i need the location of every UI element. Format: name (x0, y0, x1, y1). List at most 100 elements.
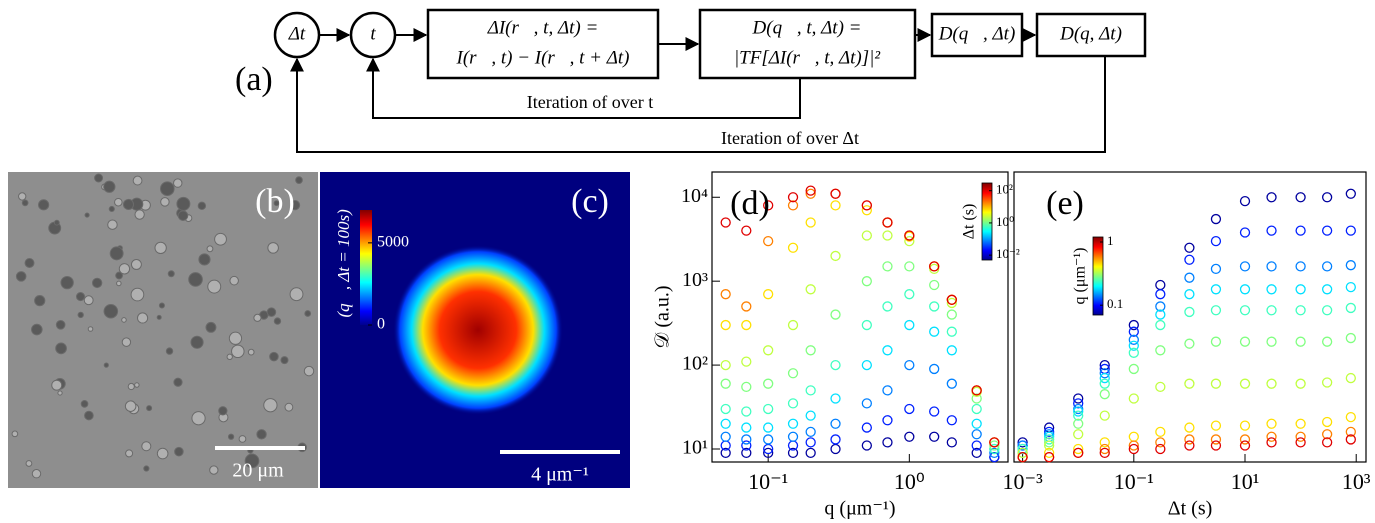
x-tick-label: 10⁻¹ (1114, 469, 1154, 494)
data-point (1184, 272, 1195, 283)
data-point (763, 434, 774, 445)
data-point (904, 230, 915, 241)
particle (121, 317, 127, 323)
data-point (741, 356, 752, 367)
data-point (946, 437, 957, 448)
data-point (1073, 443, 1084, 455)
particle (127, 382, 135, 391)
particle (160, 197, 170, 207)
particle (273, 317, 282, 325)
data-point (1239, 434, 1251, 445)
data-point (971, 447, 982, 458)
particle (273, 200, 280, 207)
y-tick-label: 10² (682, 353, 708, 375)
data-point (1128, 363, 1139, 375)
data-point (1155, 381, 1166, 393)
data-point (946, 294, 957, 305)
data-point (1295, 284, 1306, 295)
data-point (929, 301, 940, 312)
data-point (882, 301, 893, 312)
particle (77, 311, 84, 319)
particle (165, 347, 174, 355)
data-point (1345, 411, 1356, 423)
data-point (830, 200, 841, 211)
data-point (1184, 242, 1195, 253)
particle (31, 323, 43, 336)
scale-label: 20 μm (232, 460, 284, 482)
data-point (904, 359, 915, 371)
particle (18, 192, 27, 201)
data-point (787, 418, 799, 429)
data-point (1155, 319, 1166, 331)
node (426, 8, 660, 80)
x-tick-label: 10⁻³ (1003, 469, 1044, 494)
data-point (1128, 326, 1139, 337)
colorbar-tick-label: 0 (377, 316, 385, 333)
data-point (1321, 429, 1333, 440)
particle (231, 344, 245, 359)
colorbar-label: Δt (s) (961, 204, 978, 240)
panel-label: (c) (571, 183, 609, 220)
data-point (1073, 410, 1084, 421)
data-point (1099, 359, 1110, 371)
data-point (805, 284, 816, 295)
data-point (1099, 410, 1110, 421)
data-point (1295, 305, 1306, 316)
particle (229, 275, 239, 286)
data-point (1043, 440, 1055, 451)
particle (160, 181, 175, 196)
data-point (1155, 279, 1166, 291)
data-point (741, 319, 752, 331)
data-point (1017, 437, 1028, 448)
particle (75, 292, 86, 302)
data-point (1184, 434, 1195, 445)
data-point (1266, 284, 1277, 295)
data-point (805, 437, 816, 448)
data-point (1155, 443, 1166, 455)
scale-label: 4 μm⁻¹ (531, 464, 589, 486)
particle (125, 449, 134, 458)
data-point (1073, 398, 1084, 409)
colorbar-tick-label: 10² (996, 182, 1013, 197)
x-axis-label: q (μm⁻¹) (824, 498, 895, 520)
data-point (946, 415, 957, 426)
data-point (882, 385, 893, 396)
particle (207, 279, 222, 294)
particle (158, 302, 165, 309)
colorbar-tick-label: 10⁻² (996, 246, 1020, 261)
data-point (830, 434, 841, 445)
particle (80, 400, 89, 408)
data-point (989, 443, 1000, 455)
y-tick-label: 10¹ (682, 437, 708, 459)
particle (134, 382, 140, 388)
particle (84, 410, 94, 421)
x-tick-label: 10⁰ (894, 469, 925, 494)
plot-frame (711, 171, 1009, 463)
particle (269, 351, 279, 362)
data-point (720, 359, 731, 371)
particle (198, 253, 211, 266)
particle (87, 326, 94, 332)
data-point (1128, 340, 1139, 351)
data-point (1239, 261, 1251, 272)
x-tick-label: 10³ (1342, 469, 1371, 494)
data-point (1128, 334, 1139, 345)
data-point (1266, 437, 1277, 448)
particle (51, 379, 63, 391)
data-point (787, 319, 799, 331)
data-point (763, 422, 774, 433)
data-point (1210, 420, 1222, 431)
particle (109, 246, 124, 261)
particle (280, 356, 289, 365)
data-point (805, 410, 816, 421)
data-point (882, 230, 893, 241)
colorbar (981, 182, 993, 261)
particle (122, 198, 135, 211)
data-point (929, 261, 940, 272)
data-point (882, 261, 893, 272)
data-point (989, 440, 1000, 451)
data-point (861, 205, 872, 216)
data-point (989, 451, 1000, 463)
microscope-image: 20 μm (b) (8, 172, 318, 488)
spectrum (393, 245, 563, 415)
